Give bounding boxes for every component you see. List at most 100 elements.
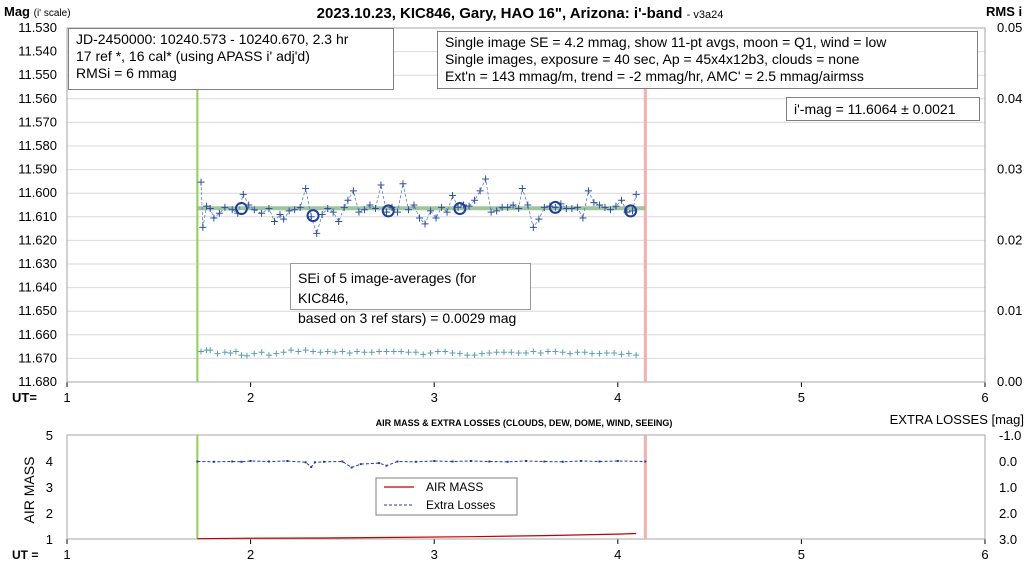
rms-point bbox=[603, 349, 610, 356]
lower-y-tick-label: 3 bbox=[46, 480, 53, 495]
single-image-point bbox=[606, 206, 614, 214]
single-image-point bbox=[487, 208, 495, 216]
single-image-point bbox=[540, 203, 548, 211]
single-image-point bbox=[203, 202, 211, 210]
extra-losses-point bbox=[240, 460, 243, 463]
upper-y-tick-label: 11.590 bbox=[18, 162, 57, 177]
upper-chart-title: 2023.10.23, KIC846, Gary, HAO 16", Arizo… bbox=[317, 5, 724, 22]
rms-point bbox=[589, 350, 596, 357]
single-image-point bbox=[228, 206, 236, 214]
single-image-point bbox=[595, 201, 603, 209]
single-image-point bbox=[476, 187, 484, 195]
single-image-point bbox=[432, 214, 440, 222]
single-image-point bbox=[399, 180, 407, 188]
rms-point bbox=[295, 348, 302, 355]
extra-losses-point bbox=[616, 460, 619, 462]
single-image-point bbox=[285, 207, 293, 215]
upper-y2-tick-label: 0.05 bbox=[997, 20, 1022, 35]
single-image-point bbox=[239, 190, 247, 198]
single-image-point bbox=[296, 203, 304, 211]
single-image-point bbox=[529, 223, 537, 231]
rms-point bbox=[258, 349, 265, 356]
single-image-point bbox=[210, 214, 218, 222]
single-image-point bbox=[573, 203, 581, 211]
rms-point bbox=[287, 347, 294, 354]
info-left-line-2: 17 ref *, 16 cal* (using APASS i' adj'd) bbox=[76, 48, 310, 64]
lower-y-tick-label: 4 bbox=[46, 454, 53, 469]
lower-x-tick-label: 2 bbox=[247, 547, 254, 562]
lower-x-tick-label: 6 bbox=[981, 547, 988, 562]
upper-y-tick-label: 11.670 bbox=[18, 350, 57, 365]
upper-y2-tick-label: 0.03 bbox=[997, 162, 1022, 177]
lower-y2-tick-label: 0.0 bbox=[999, 454, 1017, 469]
single-image-point bbox=[421, 220, 429, 228]
rms-point bbox=[405, 349, 412, 356]
rms-point bbox=[545, 348, 552, 355]
info-box-left: JD-2450000: 10240.573 - 10240.670, 2.3 h… bbox=[68, 28, 394, 90]
lower-plot-frame bbox=[66, 434, 986, 540]
rms-point bbox=[486, 349, 493, 356]
single-image-point bbox=[250, 206, 258, 214]
average-point bbox=[234, 202, 248, 216]
upper-y2-tick-label: 0.01 bbox=[997, 303, 1022, 318]
extra-losses-point bbox=[323, 460, 326, 463]
single-image-point bbox=[371, 205, 379, 213]
rms-point bbox=[537, 349, 544, 356]
single-image-point bbox=[612, 202, 620, 210]
upper-y-tick-label: 11.620 bbox=[18, 232, 57, 247]
lower-y2-tick-label: 1.0 bbox=[999, 480, 1017, 495]
upper-x-tick-label: 1 bbox=[63, 390, 70, 405]
upper-y-tick-label: 11.550 bbox=[18, 67, 57, 82]
lower-chart-title: AIR MASS & EXTRA LOSSES (CLOUDS, DEW, DO… bbox=[376, 418, 673, 428]
lower-y2-tick-label: -1.0 bbox=[999, 428, 1021, 443]
legend-airmass-label: AIR MASS bbox=[426, 480, 483, 494]
rms-point bbox=[398, 348, 405, 355]
single-image-point bbox=[199, 223, 207, 231]
average-point bbox=[453, 202, 467, 216]
lower-x-tick-label: 1 bbox=[63, 547, 70, 562]
info-left-line-3: RMSi = 6 mmag bbox=[76, 65, 177, 81]
rms-point bbox=[214, 350, 221, 357]
upper-y-axis-label: Mag bbox=[4, 4, 30, 19]
rms-point bbox=[456, 350, 463, 357]
single-image-point bbox=[349, 187, 357, 195]
single-image-point bbox=[355, 208, 363, 216]
rms-point bbox=[625, 350, 632, 357]
rms-point bbox=[434, 348, 441, 355]
rms-point bbox=[376, 348, 383, 355]
single-image-point bbox=[515, 205, 523, 213]
rms-point bbox=[280, 349, 287, 356]
single-image-point bbox=[535, 215, 543, 223]
rms-point bbox=[232, 348, 239, 355]
upper-y-tick-label: 11.600 bbox=[18, 185, 57, 200]
legend-frame bbox=[375, 477, 518, 516]
extra-losses-point bbox=[286, 460, 289, 462]
single-image-point bbox=[335, 218, 343, 226]
single-image-point bbox=[206, 205, 214, 213]
single-image-point bbox=[438, 203, 446, 211]
extra-losses-point bbox=[561, 460, 564, 463]
extra-losses-point bbox=[350, 466, 353, 469]
sei-line-2: based on 3 ref stars) = 0.0029 mag bbox=[298, 310, 517, 326]
extra-losses-point bbox=[644, 460, 647, 463]
info-box-right: Single image SE = 4.2 mmag, show 11-pt a… bbox=[437, 31, 978, 89]
rms-point bbox=[265, 352, 272, 359]
average-point bbox=[306, 209, 320, 223]
single-image-point bbox=[360, 206, 368, 214]
imag-box: i'-mag = 11.6064 ± 0.0021 bbox=[786, 97, 980, 121]
single-image-point bbox=[482, 175, 490, 183]
extra-losses-point bbox=[385, 464, 388, 467]
rms-point bbox=[618, 351, 625, 358]
rms-point bbox=[596, 350, 603, 357]
upper-y-tick-label: 11.530 bbox=[18, 20, 57, 35]
upper-y-tick-label: 11.660 bbox=[18, 327, 57, 342]
upper-y-axis-title: Mag (i' scale) bbox=[4, 4, 71, 19]
legend-extra-label: Extra Losses bbox=[426, 498, 495, 512]
single-image-point bbox=[416, 214, 424, 222]
lower-legend: AIR MASS Extra Losses bbox=[375, 477, 518, 516]
extra-losses-point bbox=[378, 462, 381, 465]
upper-y2-axis-title: RMS i bbox=[986, 4, 1022, 19]
rms-point bbox=[317, 349, 324, 356]
upper-x-tick-label: 5 bbox=[798, 390, 805, 405]
